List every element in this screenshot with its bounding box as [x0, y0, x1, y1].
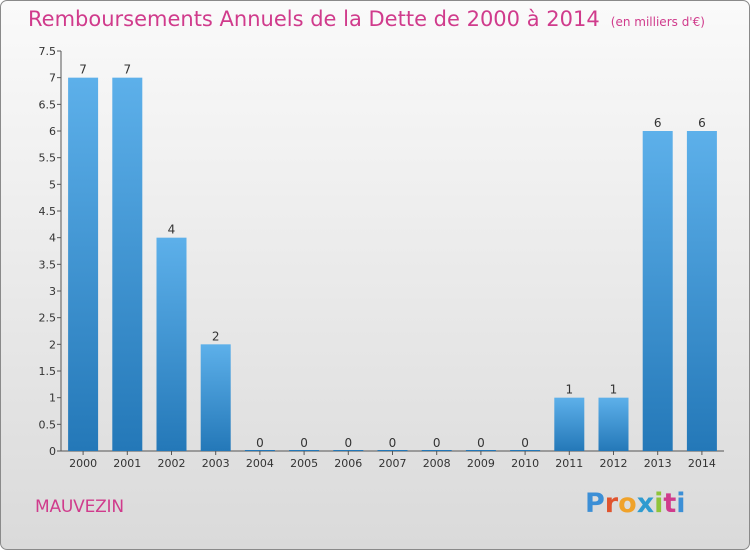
bar: [421, 450, 452, 451]
y-tick-label: 5.5: [39, 152, 57, 165]
x-tick-label: 2014: [688, 457, 716, 470]
proxiti-logo: Proxiti: [585, 488, 686, 519]
y-tick-label: 0: [49, 445, 56, 458]
y-tick-label: 3: [49, 285, 56, 298]
logo-letter: r: [604, 488, 619, 519]
logo-letter: x: [636, 488, 655, 519]
logo-letter: i: [676, 488, 686, 519]
bar: [642, 131, 673, 451]
bar: [377, 450, 408, 451]
bar: [68, 77, 99, 452]
y-tick-label: 7.5: [39, 45, 57, 58]
town-name: MAUVEZIN: [35, 497, 124, 517]
data-label: 4: [168, 223, 176, 237]
bar: [156, 237, 187, 451]
data-label: 2: [212, 329, 220, 343]
x-tick-label: 2001: [113, 457, 141, 470]
y-tick-label: 3.5: [39, 258, 57, 271]
data-label: 1: [610, 383, 618, 397]
x-tick-label: 2005: [290, 457, 318, 470]
y-tick-label: 4.5: [39, 205, 57, 218]
data-label: 0: [300, 436, 308, 450]
bar: [465, 450, 496, 451]
bar: [289, 450, 320, 451]
bar: [333, 450, 364, 451]
x-tick-label: 2003: [202, 457, 230, 470]
chart-bars: 7 7 4 2 0 0 0 0 0 0 0 1 1 6 6: [68, 63, 717, 452]
data-label: 0: [433, 436, 441, 450]
y-tick-label: 1: [49, 392, 56, 405]
x-tick-label: 2004: [246, 457, 274, 470]
y-tick-label: 5: [49, 178, 56, 191]
data-label: 6: [698, 116, 706, 130]
y-tick-label: 6: [49, 125, 56, 138]
data-label: 6: [654, 116, 662, 130]
bar: [686, 131, 717, 451]
bar: [510, 450, 541, 451]
chart-unit: (en milliers d'€): [610, 15, 705, 29]
y-tick-label: 7: [49, 72, 56, 85]
x-tick-label: 2008: [423, 457, 451, 470]
x-tick-label: 2011: [555, 457, 583, 470]
chart-title: Remboursements Annuels de la Dette de 20…: [28, 7, 600, 31]
bar: [598, 397, 629, 451]
x-tick-label: 2002: [158, 457, 186, 470]
data-label: 0: [477, 436, 485, 450]
data-label: 7: [79, 63, 87, 77]
x-tick-label: 2006: [334, 457, 362, 470]
y-tick-label: 6.5: [39, 98, 57, 111]
data-label: 0: [521, 436, 529, 450]
logo-letter: t: [663, 488, 677, 519]
x-tick-label: 2000: [69, 457, 97, 470]
logo-letter: o: [618, 488, 637, 519]
bar: [554, 397, 585, 451]
x-tick-label: 2010: [511, 457, 539, 470]
y-tick-label: 4: [49, 232, 56, 245]
chart-title-block: Remboursements Annuels de la Dette de 20…: [28, 7, 705, 31]
y-tick-label: 1.5: [39, 365, 57, 378]
logo-letter: i: [654, 488, 664, 519]
data-label: 0: [256, 436, 264, 450]
data-label: 7: [123, 63, 131, 77]
y-tick-label: 2.5: [39, 312, 57, 325]
bar: [244, 450, 275, 451]
data-label: 0: [389, 436, 397, 450]
y-tick-label: 0.5: [39, 418, 57, 431]
x-tick-label: 2012: [600, 457, 628, 470]
logo-letter: P: [585, 488, 605, 519]
bar: [112, 77, 143, 452]
data-label: 0: [344, 436, 352, 450]
data-label: 1: [565, 383, 573, 397]
y-tick-label: 2: [49, 338, 56, 351]
x-tick-label: 2007: [379, 457, 407, 470]
bar: [200, 344, 231, 451]
x-tick-label: 2013: [644, 457, 672, 470]
x-tick-label: 2009: [467, 457, 495, 470]
